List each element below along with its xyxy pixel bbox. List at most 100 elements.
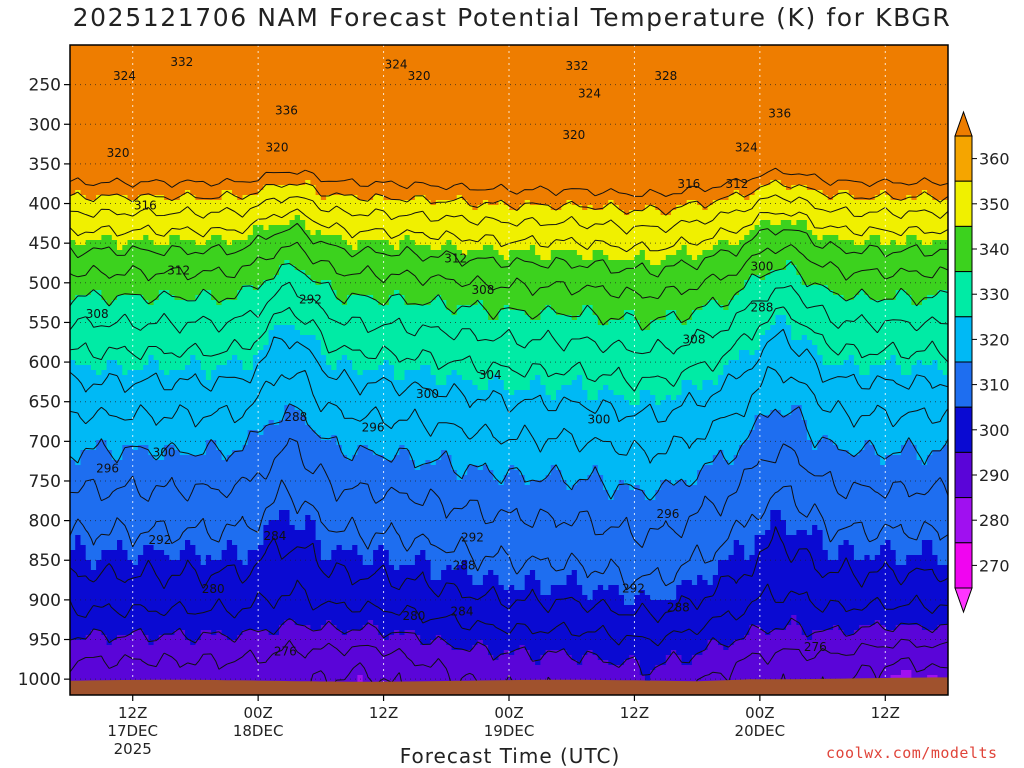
contour-fill-cell [702,385,948,391]
contour-fill-cell [357,445,369,451]
contour-fill-cell [446,565,453,571]
contour-fill-cell [451,645,473,651]
contour-fill-cell [200,560,207,566]
contour-fill-cell [70,100,948,106]
contour-label: 280 [202,582,225,596]
contour-fill-cell [106,635,118,641]
contour-fill-cell [932,545,948,551]
contour-fill-cell [859,290,865,296]
contour-fill-cell [200,360,228,366]
contour-fill-cell [498,575,526,581]
contour-fill-cell [247,435,322,441]
contour-fill-cell [853,195,876,201]
contour-fill-cell [70,385,479,391]
contour-fill-cell [394,370,406,376]
contour-fill-cell [221,235,249,241]
contour-fill-cell [827,555,839,561]
contour-fill-cell [754,550,829,556]
contour-fill-cell [550,395,557,401]
contour-fill-cell [545,385,562,391]
contour-fill-cell [759,275,766,281]
contour-fill-cell [587,390,599,396]
contour-fill-cell [911,440,948,446]
contour-fill-cell [901,445,918,451]
contour-fill-cell [942,445,948,451]
contour-fill-cell [786,625,803,631]
contour-fill-cell [195,195,223,201]
contour-fill-cell [556,395,588,401]
contour-fill-cell [441,295,735,301]
contour-fill-cell [801,275,948,281]
contour-fill-cell [70,535,76,541]
contour-fill-cell [869,555,876,561]
contour-fill-cell [671,210,948,216]
contour-fill-cell [106,365,123,371]
contour-fill-cell [399,565,432,571]
x-tick-label: 00Z [243,704,272,722]
contour-label: 324 [385,57,408,71]
contour-fill-cell [268,225,306,231]
contour-label: 296 [362,420,385,434]
credit-link[interactable]: coolwx.com/modelts [826,744,998,762]
contour-fill-cell [514,390,547,396]
contour-fill-cell [284,410,301,416]
contour-fill-cell [414,630,750,636]
contour-fill-cell [880,235,907,241]
contour-line [70,306,948,392]
contour-fill-cell [817,350,948,356]
contour-fill-cell [697,580,709,586]
contour-fill-cell [650,260,662,266]
contour-fill-cell [462,560,468,566]
contour-fill-cell [226,545,238,551]
contour-fill-cell [613,200,688,206]
contour-fill-cell [373,555,390,561]
contour-fill-cell [347,355,740,361]
contour-fill-cell [70,65,948,71]
contour-fill-cell [691,310,948,316]
contour-fill-cell [373,550,390,556]
contour-fill-cell [70,430,249,436]
contour-fill-cell [414,560,432,566]
contour-fill-cell [676,310,693,316]
contour-fill-cell [70,415,285,421]
contour-fill-cell [901,365,913,371]
contour-fill-cell [895,240,907,246]
contour-fill-cell [237,355,254,361]
contour-fill-cell [770,325,792,331]
contour-fill-cell [404,445,740,451]
contour-fill-cell [263,430,317,436]
contour-fill-cell [357,195,374,201]
contour-fill-cell [70,105,948,111]
colorbar-swatch [954,497,973,544]
contour-fill-cell [916,235,948,241]
contour-fill-cell [70,90,948,96]
contour-fill-cell [665,395,672,401]
contour-label: 276 [274,645,297,659]
contour-fill-cell [430,570,442,576]
contour-fill-cell [294,265,787,271]
contour-fill-cell [613,490,646,496]
contour-fill-cell [373,620,792,626]
contour-fill-cell [70,595,588,601]
contour-fill-cell [848,190,881,196]
contour-fill-cell [190,360,202,366]
contour-fill-cell [420,365,432,371]
contour-fill-cell [932,195,948,201]
x-tick-sublabel: 18DEC [233,722,284,740]
contour-fill-cell [315,430,750,436]
contour-fill-cell [252,355,327,361]
colorbar-tick-label: 360 [979,150,1010,169]
contour-fill-cell [195,545,228,551]
contour-fill-cell [205,560,244,566]
contour-fill-cell [70,165,948,171]
contour-fill-cell [70,125,948,131]
contour-fill-cell [660,210,672,216]
contour-label: 312 [444,252,467,266]
contour-fill-cell [529,380,541,386]
contour-fill-cell [921,625,939,631]
contour-fill-cell [96,445,108,451]
contour-fill-cell [791,185,808,191]
contour-fill-cell [388,300,406,306]
contour-fill-cell [106,360,118,366]
contour-fill-cell [148,235,170,241]
